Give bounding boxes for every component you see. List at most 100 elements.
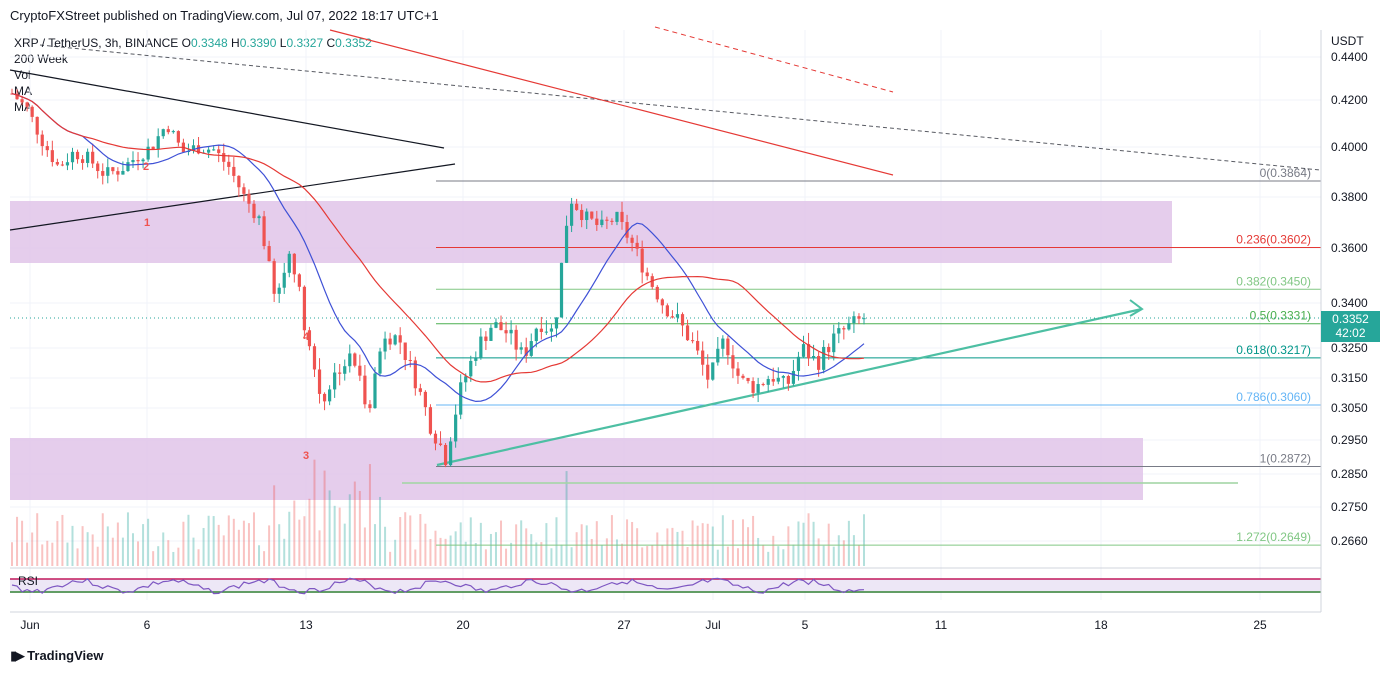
candle-body bbox=[277, 287, 281, 294]
volume-bar bbox=[726, 546, 729, 566]
volume-bar bbox=[767, 551, 770, 566]
volume-bar bbox=[681, 530, 684, 566]
candle-body bbox=[131, 160, 135, 163]
volume-bar bbox=[252, 512, 255, 566]
candle-body bbox=[282, 272, 286, 288]
volume-bar bbox=[570, 547, 573, 566]
time-axis[interactable]: Jun 6 13 20 27 Jul 5 11 18 25 bbox=[10, 611, 1321, 632]
volume-bar bbox=[772, 535, 775, 566]
volume-bar bbox=[429, 538, 432, 566]
volume-bar bbox=[76, 548, 79, 566]
candle-body bbox=[640, 248, 644, 273]
volume-bar bbox=[641, 547, 644, 566]
candle-body bbox=[484, 336, 488, 341]
wave-label-2: 2 bbox=[143, 161, 149, 173]
candle-body bbox=[776, 377, 780, 382]
candles bbox=[10, 88, 866, 468]
candle-body bbox=[358, 365, 362, 376]
candle-body bbox=[721, 338, 725, 349]
fib-label: 0.5(0.3331) bbox=[1250, 309, 1311, 323]
volume-bar bbox=[157, 546, 160, 566]
close-label: C bbox=[326, 36, 336, 50]
candle-body bbox=[91, 151, 95, 164]
volume-bar bbox=[757, 537, 760, 566]
candle-body bbox=[176, 131, 180, 143]
volume-bar bbox=[278, 524, 281, 566]
candle-body bbox=[479, 336, 483, 358]
volume-bar bbox=[812, 521, 815, 566]
candle-body bbox=[141, 159, 145, 162]
candle-body bbox=[307, 330, 312, 347]
volume-bar bbox=[419, 514, 422, 566]
candle-body bbox=[827, 346, 831, 353]
grid bbox=[10, 30, 1321, 600]
volume-bar bbox=[217, 524, 220, 566]
volume-bar bbox=[525, 528, 528, 566]
volume-bar bbox=[394, 539, 397, 566]
candle-body bbox=[333, 372, 337, 390]
volume-bar bbox=[479, 522, 482, 566]
candle-body bbox=[660, 299, 664, 306]
candle-body bbox=[262, 216, 266, 247]
candle-body bbox=[242, 187, 246, 194]
volume-bar bbox=[399, 517, 402, 566]
volume-bar bbox=[600, 544, 603, 566]
volume-bar bbox=[777, 546, 780, 566]
volume-bar bbox=[459, 522, 462, 566]
candle-body bbox=[736, 368, 740, 376]
volume-bar bbox=[500, 520, 503, 566]
candle-body bbox=[338, 372, 342, 374]
candle-body bbox=[136, 160, 140, 162]
candle-body bbox=[292, 253, 296, 275]
volume-bar bbox=[802, 522, 805, 566]
candle-body bbox=[247, 193, 251, 204]
candle-body bbox=[126, 162, 130, 172]
volume-bar bbox=[661, 544, 664, 566]
volume-bar bbox=[167, 540, 170, 566]
price-tick-label: 0.4400 bbox=[1331, 50, 1368, 64]
candle-body bbox=[272, 261, 276, 294]
volume-bar bbox=[232, 518, 235, 566]
candle-body bbox=[287, 253, 291, 273]
ma-blue-line bbox=[11, 93, 865, 403]
volume-bar bbox=[31, 532, 34, 566]
low-value: 0.3327 bbox=[286, 36, 324, 50]
price-axis[interactable]: USDT 0.4400 0.4200 0.4000 0.3800 0.3600 0.3400… bbox=[1320, 30, 1368, 612]
volume-bar bbox=[842, 540, 845, 566]
indicator-200-week[interactable]: 200 Week bbox=[14, 52, 68, 66]
trend-drawings bbox=[9, 26, 1321, 484]
red-trendline bbox=[329, 29, 894, 176]
volume-bar bbox=[308, 498, 311, 566]
candle-body bbox=[212, 149, 216, 151]
candle-body bbox=[504, 330, 508, 334]
volume-bar bbox=[91, 534, 94, 566]
supply-demand-zones bbox=[10, 201, 1172, 500]
fib-label: 0.382(0.3450) bbox=[1236, 274, 1311, 288]
fib-label: 0.236(0.3602) bbox=[1236, 232, 1311, 246]
price-tick-label: 0.2950 bbox=[1331, 433, 1368, 447]
candle-body bbox=[257, 216, 261, 219]
price-tick-label: 0.4000 bbox=[1331, 140, 1368, 154]
volume-bar bbox=[247, 523, 250, 566]
candle-body bbox=[237, 175, 241, 188]
volume-bar bbox=[605, 538, 608, 566]
candle-body bbox=[817, 355, 821, 370]
candle-body bbox=[156, 136, 160, 150]
volume-bar bbox=[323, 470, 326, 566]
volume-bar bbox=[575, 532, 578, 566]
candle-body bbox=[847, 323, 851, 330]
candle-body bbox=[373, 373, 377, 409]
volume-bar bbox=[631, 521, 634, 566]
volume-bar bbox=[464, 541, 467, 566]
tradingview-logo[interactable]: ▮▶ TradingView bbox=[10, 648, 104, 664]
candle-body bbox=[837, 328, 841, 334]
candle-body bbox=[786, 376, 790, 384]
volume-bar bbox=[212, 516, 215, 566]
dashed-long-trendline bbox=[39, 44, 1321, 171]
candle-body bbox=[322, 393, 327, 402]
candle-body bbox=[605, 219, 609, 221]
candle-body bbox=[857, 316, 861, 319]
candle-body bbox=[625, 222, 629, 238]
last-price-badge: 0.3352 42:02 bbox=[1321, 311, 1380, 342]
